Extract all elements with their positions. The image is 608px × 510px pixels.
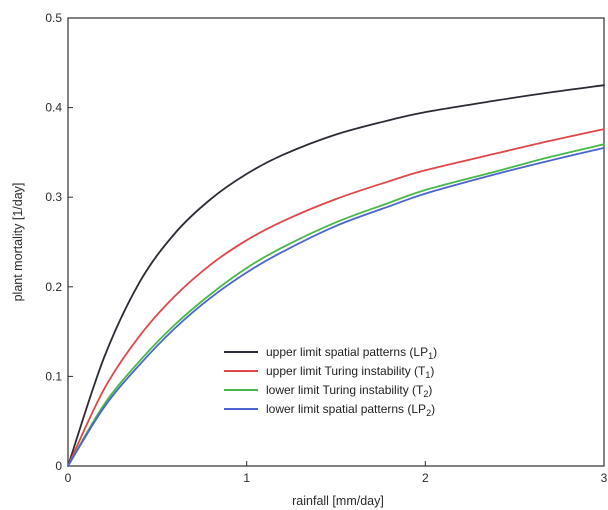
series-line-t1 [67, 128, 605, 467]
legend-entry-subscript: 2 [423, 389, 428, 399]
legend-entry-name: lower limit spatial patterns (LP [266, 402, 426, 416]
legend-entry-name: upper limit spatial patterns (LP [266, 345, 428, 359]
legend-entry-name: upper limit Turing instability (T [266, 364, 426, 378]
series-line-t2 [67, 143, 605, 467]
x-axis-label: rainfall [mm/day] [292, 494, 384, 508]
legend-entry-subscript: 1 [428, 351, 433, 361]
legend-entry-name: lower limit Turing instability (T [266, 383, 424, 397]
legend-entry-subscript: 1 [425, 370, 430, 380]
series-line-lp2 [67, 147, 605, 467]
legend-entry-suffix: ) [428, 383, 432, 397]
y-tick-label: 0.4 [45, 101, 62, 115]
y-tick-label: 0.3 [45, 190, 62, 204]
legend: upper limit spatial patterns (LP1)upper … [224, 345, 437, 418]
y-tick-label: 0.1 [45, 369, 62, 383]
axis-ticks: 0 1 2 3 0 0.1 0.2 0.3 0.4 0.5 [45, 11, 607, 485]
y-tick-label: 0 [55, 459, 62, 473]
legend-entry-lp1: upper limit spatial patterns (LP1) [266, 345, 437, 361]
series-line-lp1 [67, 84, 605, 467]
x-tick-label: 1 [243, 471, 250, 485]
x-tick-label: 0 [65, 471, 72, 485]
plot-frame [67, 17, 605, 467]
y-tick-label: 0.2 [45, 280, 62, 294]
legend-entry-suffix: ) [433, 345, 437, 359]
legend-entry-t2: lower limit Turing instability (T2) [266, 383, 432, 399]
y-tick-label: 0.5 [45, 11, 62, 25]
series-lines [67, 84, 605, 467]
x-tick-label: 3 [601, 471, 608, 485]
legend-entry-t1: upper limit Turing instability (T1) [266, 364, 434, 380]
x-tick-label: 2 [422, 471, 429, 485]
legend-entry-lp2: lower limit spatial patterns (LP2) [266, 402, 435, 418]
legend-entry-subscript: 2 [426, 408, 431, 418]
legend-entry-suffix: ) [431, 402, 435, 416]
legend-entry-suffix: ) [430, 364, 434, 378]
y-axis-label: plant mortality [1/day] [11, 183, 25, 302]
